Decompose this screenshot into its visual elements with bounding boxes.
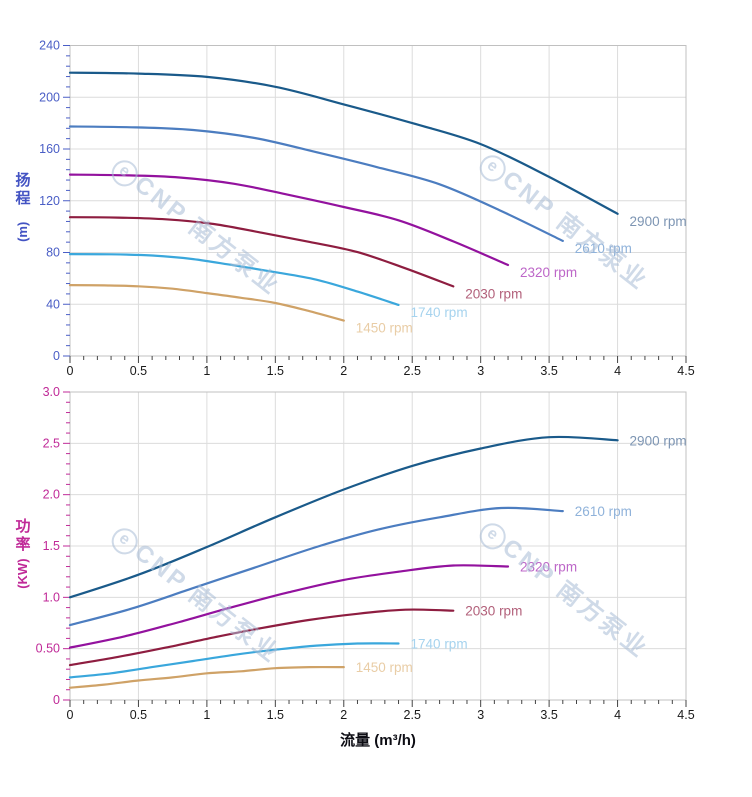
y-tick-label: 3.0 [43,385,60,399]
x-tick-label: 3 [477,708,484,722]
curve-2320-rpm [68,173,510,267]
curve-2900-rpm [68,435,619,599]
rpm-label-2610-rpm: 2610 rpm [575,241,632,256]
y-tick-label: 0 [53,349,60,363]
rpm-label-1450-rpm: 1450 rpm [356,660,413,675]
y-tick-label: 200 [39,90,60,104]
power-axis-unit: (KW) [15,558,31,589]
curve-2320-rpm [68,564,510,649]
rpm-label-2610-rpm: 2610 rpm [575,504,632,519]
y-tick-label: 2.5 [43,436,60,450]
y-tick-label: 1.0 [43,590,60,604]
rpm-label-1740-rpm: 1740 rpm [411,305,468,320]
curve-2610-rpm [68,506,564,627]
y-tick-label: 240 [39,39,60,53]
y-tick-label: 120 [39,194,60,208]
x-tick-label: 4 [614,708,621,722]
head-axis-title-text: 扬程 [15,172,31,207]
rpm-label-2320-rpm: 2320 rpm [520,265,577,280]
curve-1740-rpm [68,253,400,306]
x-tick-label: 2 [340,708,347,722]
x-tick-label: 1 [203,708,210,722]
x-tick-label: 0.5 [130,364,147,378]
y-tick-label: 0 [53,693,60,707]
x-tick-label: 2.5 [404,708,421,722]
curve-1450-rpm [68,665,345,689]
rpm-label-2320-rpm: 2320 rpm [520,560,577,575]
x-tick-label: 0 [67,708,74,722]
x-tick-label: 1.5 [267,708,284,722]
x-tick-label: 4.5 [677,708,694,722]
x-tick-label: 4 [614,364,621,378]
x-tick-label: 2 [340,364,347,378]
power-axis-title: 功率 (KW) [12,518,34,589]
curve-2030-rpm [68,216,455,288]
y-tick-label: 80 [46,246,60,260]
curve-2030-rpm [68,608,455,667]
x-tick-label: 1.5 [267,364,284,378]
y-tick-label: 2.0 [43,488,60,502]
head-axis-title: 扬程 (m) [12,172,34,242]
rpm-label-2030-rpm: 2030 rpm [465,286,522,301]
rpm-label-2900-rpm: 2900 rpm [630,433,687,448]
y-tick-label: 160 [39,142,60,156]
x-tick-label: 0.5 [130,708,147,722]
curve-1450-rpm [68,284,345,322]
x-tick-label: 4.5 [677,364,694,378]
rpm-label-1450-rpm: 1450 rpm [356,321,413,336]
rpm-label-2030-rpm: 2030 rpm [465,604,522,619]
x-tick-label: 1 [203,364,210,378]
x-tick-label: 2.5 [404,364,421,378]
rpm-label-1740-rpm: 1740 rpm [411,637,468,652]
curve-1740-rpm [68,642,400,679]
rpm-label-2900-rpm: 2900 rpm [630,214,687,229]
x-tick-label: 3.5 [540,708,557,722]
x-tick-label: 0 [67,364,74,378]
x-tick-label: 3.5 [540,364,557,378]
y-tick-label: 40 [46,297,60,311]
power-axis-title-text: 功率 [15,518,31,553]
y-tick-label: 0.50 [36,642,60,656]
curve-2900-rpm [68,71,619,215]
y-tick-label: 1.5 [43,539,60,553]
flow-axis-title: 流量 (m³/h) [340,732,416,749]
x-tick-label: 3 [477,364,484,378]
curve-2610-rpm [68,125,564,242]
head-axis-unit: (m) [15,221,31,242]
